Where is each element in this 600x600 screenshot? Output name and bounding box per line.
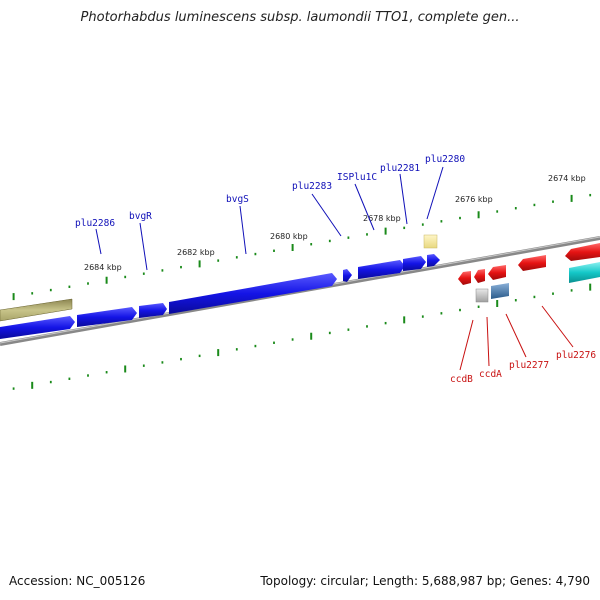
gene-label-plu2276[interactable]: plu2276 — [556, 350, 596, 361]
cds-plu2281[interactable] — [403, 256, 426, 271]
reverse-leaders — [459, 305, 574, 371]
feature-steel[interactable] — [491, 283, 509, 299]
cds-ISPlu1C[interactable] — [358, 260, 405, 279]
gene-label-ccdA[interactable]: ccdA — [479, 369, 502, 380]
gene-label-bvgS[interactable]: bvgS — [226, 194, 249, 205]
cds-plu2280[interactable] — [427, 254, 440, 267]
gene-label-plu2286[interactable]: plu2286 — [75, 218, 115, 229]
feature-yellow[interactable] — [423, 234, 438, 249]
cds-ccdA[interactable] — [474, 269, 485, 283]
gene-label-plu2277[interactable]: plu2277 — [509, 360, 549, 371]
cds-bvgS[interactable] — [169, 273, 337, 314]
forward-leaders — [95, 166, 444, 271]
accession-text: Accession: NC_005126 — [9, 574, 146, 588]
cds-plu2283[interactable] — [343, 269, 352, 282]
gene-label-ccdB[interactable]: ccdB — [450, 374, 473, 385]
feature-grey[interactable] — [475, 288, 489, 303]
cds-plu2287[interactable] — [0, 316, 75, 339]
cds-ccdB[interactable] — [458, 271, 471, 285]
gene-label-plu2283[interactable]: plu2283 — [292, 181, 332, 192]
gene-label-bvgR[interactable]: bvgR — [129, 211, 152, 222]
kbp-label-2680: 2680 kbp — [270, 232, 308, 241]
cds-bvgR[interactable] — [139, 303, 167, 318]
cds-plu2277[interactable] — [488, 265, 506, 280]
gene-label-plu2281[interactable]: plu2281 — [380, 163, 420, 174]
map-title: Photorhabdus luminescens subsp. laumondi… — [80, 10, 520, 25]
kbp-label-2676: 2676 kbp — [455, 195, 493, 204]
ticks-lower — [12, 283, 592, 390]
kbp-label-2678: 2678 kbp — [363, 214, 401, 223]
cds-plu2275[interactable] — [565, 243, 600, 261]
kbp-label-2682: 2682 kbp — [177, 248, 215, 257]
gene-label-plu2280[interactable]: plu2280 — [425, 154, 465, 165]
reverse-cds-row — [458, 243, 600, 285]
gene-label-ISPlu1C[interactable]: ISPlu1C — [337, 172, 377, 183]
genome-summary-text: Topology: circular; Length: 5,688,987 bp… — [260, 574, 590, 588]
feature-olive[interactable] — [0, 298, 73, 322]
cds-plu2286[interactable] — [77, 307, 137, 327]
forward-cds-row — [0, 254, 440, 339]
feature-cyan[interactable] — [569, 262, 600, 283]
kbp-label-2684: 2684 kbp — [84, 263, 122, 272]
kbp-label-2674: 2674 kbp — [548, 174, 586, 183]
cds-plu2276[interactable] — [518, 255, 546, 271]
ticks-upper — [12, 193, 592, 301]
